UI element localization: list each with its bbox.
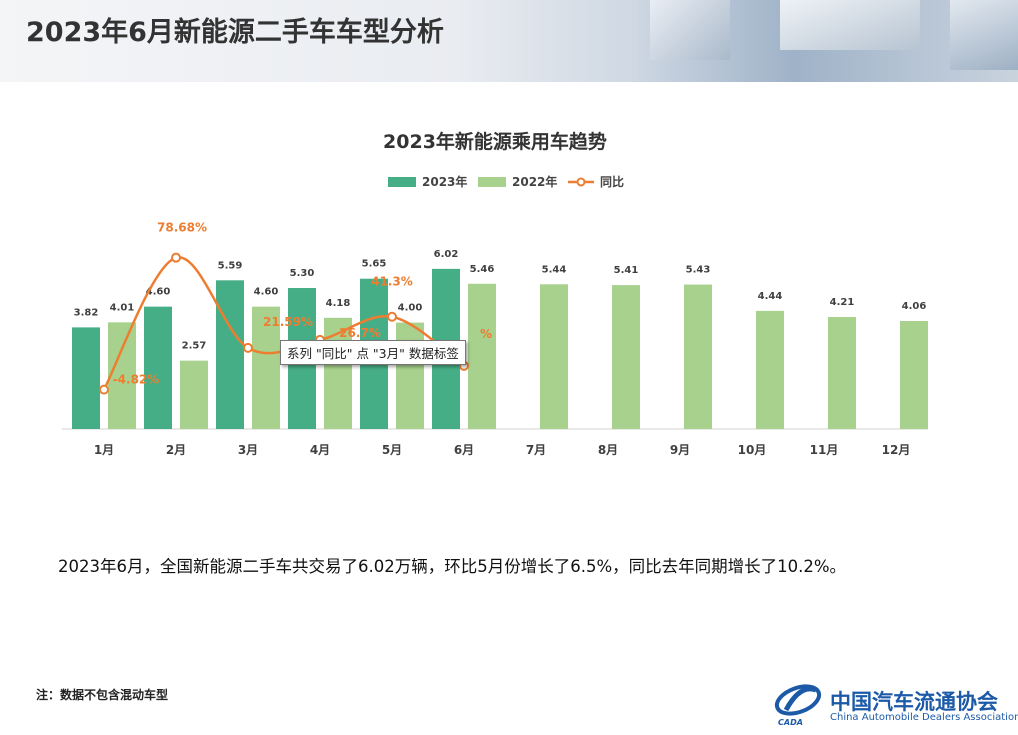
cada-logo: CADA 中国汽车流通协会 China Automobile Dealers A… xyxy=(772,680,1018,730)
header-decoration xyxy=(650,0,730,60)
legend-marker xyxy=(576,177,586,187)
bar-label-2022: 5.46 xyxy=(470,264,495,275)
x-tick-label: 7月 xyxy=(526,443,546,457)
bar-2023 xyxy=(144,306,172,429)
chart-title: 2023年新能源乘用车趋势 xyxy=(383,130,607,153)
header-decoration xyxy=(780,0,920,50)
yoy-point xyxy=(387,311,397,322)
bar-2022 xyxy=(108,322,136,429)
yoy-data-label: 41.3% xyxy=(371,275,413,289)
bar-2022 xyxy=(540,284,568,429)
x-tick-label: 2月 xyxy=(166,443,186,457)
bar-2023 xyxy=(216,280,244,429)
bar-label-2022: 4.01 xyxy=(110,302,135,313)
cada-emblem-icon xyxy=(774,684,822,716)
x-tick-label: 1月 xyxy=(94,443,114,457)
bar-label-2023: 4.60 xyxy=(146,287,171,298)
bar-label-2022: 4.44 xyxy=(758,291,783,302)
yoy-point xyxy=(243,342,253,353)
bar-label-2023: 6.02 xyxy=(434,249,459,260)
bar-label-2022: 2.57 xyxy=(182,341,207,352)
page-title: 2023年6月新能源二手车车型分析 xyxy=(26,17,444,48)
bar-label-2022: 4.18 xyxy=(326,298,351,309)
x-tick-label: 11月 xyxy=(810,443,839,457)
header-decoration xyxy=(950,0,1018,70)
bar-2022 xyxy=(396,322,424,429)
legend-label: 2023年 xyxy=(422,174,467,189)
legend-label: 2022年 xyxy=(512,174,557,189)
bar-label-2022: 4.00 xyxy=(398,303,423,314)
bar-label-2022: 4.21 xyxy=(830,297,855,308)
legend-label: 同比 xyxy=(600,174,624,189)
logo-chinese-name: 中国汽车流通协会 xyxy=(830,689,998,714)
yoy-point xyxy=(99,384,109,395)
header-banner: 2023年6月新能源二手车车型分析 xyxy=(0,0,1018,82)
legend-swatch xyxy=(388,177,416,187)
bar-2022 xyxy=(828,317,856,429)
bar-label-2022: 5.43 xyxy=(686,265,711,276)
x-tick-label: 9月 xyxy=(670,443,690,457)
yoy-data-label: % xyxy=(480,327,492,341)
trend-chart: 2023年新能源乘用车趋势 2023年 2022年 同比 3.82 4.01 1月 4.60 2… xyxy=(62,130,928,457)
yoy-data-label: 78.68% xyxy=(157,221,207,235)
footnote: 注：数据不包含混动车型 xyxy=(36,688,169,702)
logo-abbreviation: CADA xyxy=(778,718,803,727)
bar-2022 xyxy=(756,310,784,429)
bar-label-2022: 4.06 xyxy=(902,301,927,312)
bar-label-2023: 3.82 xyxy=(74,307,99,318)
bar-label-2022: 5.44 xyxy=(542,264,567,275)
bar-2022 xyxy=(252,306,280,429)
bar-2022 xyxy=(900,321,928,429)
yoy-point xyxy=(171,252,181,263)
x-tick-label: 12月 xyxy=(882,443,911,457)
yoy-data-label: 26.7% xyxy=(339,326,381,340)
data-label-tooltip: 系列 "同比" 点 "3月" 数据标签 xyxy=(280,340,466,365)
x-tick-label: 8月 xyxy=(598,443,618,457)
yoy-data-label: 21.59% xyxy=(263,315,313,329)
bar-2022 xyxy=(612,285,640,429)
x-tick-label: 10月 xyxy=(738,443,767,457)
logo-english-name: China Automobile Dealers Association xyxy=(830,712,1018,723)
bar-2022 xyxy=(684,284,712,429)
bar-label-2022: 4.60 xyxy=(254,287,279,298)
summary-text: 2023年6月，全国新能源二手车共交易了6.02万辆，环比5月份增长了6.5%，… xyxy=(58,557,847,576)
bar-label-2022: 5.41 xyxy=(614,265,639,276)
bar-2023 xyxy=(72,327,100,429)
x-tick-label: 3月 xyxy=(238,443,258,457)
x-tick-label: 6月 xyxy=(454,443,474,457)
bar-label-2023: 5.59 xyxy=(218,260,243,271)
bar-label-2023: 5.30 xyxy=(290,268,315,279)
bar-2022 xyxy=(468,283,496,429)
bar-label-2023: 5.65 xyxy=(362,259,387,270)
x-tick-label: 5月 xyxy=(382,443,402,457)
legend-swatch xyxy=(478,177,506,187)
x-tick-label: 4月 xyxy=(310,443,330,457)
yoy-data-label: -4.82% xyxy=(113,373,160,387)
bar-2022 xyxy=(180,360,208,429)
